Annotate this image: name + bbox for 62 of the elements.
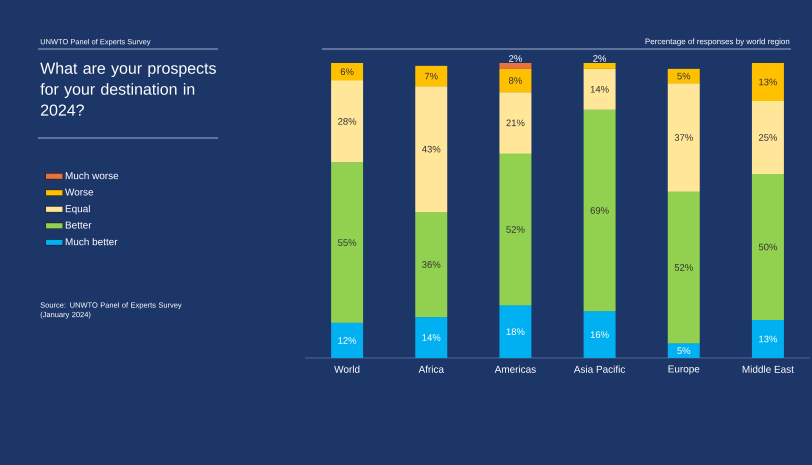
data-label: 12% [338, 337, 356, 344]
data-label: 21% [506, 120, 525, 126]
bar [584, 68, 616, 110]
bar [584, 62, 616, 69]
bar [499, 62, 532, 69]
bar [415, 212, 448, 318]
data-label: 8% [508, 77, 522, 84]
bar [668, 192, 700, 344]
data-label: 25% [758, 134, 778, 141]
bar [752, 100, 784, 174]
x-tick-label: Africa [418, 366, 444, 373]
data-label: 69% [590, 207, 609, 214]
data-label: 18% [506, 328, 525, 336]
bar [668, 83, 700, 192]
bar [752, 320, 784, 358]
bar [668, 343, 700, 358]
data-label: 2% [593, 55, 606, 62]
data-label: 37% [674, 134, 693, 141]
data-label: 43% [422, 146, 440, 152]
data-label: 36% [422, 261, 440, 268]
data-label: 52% [674, 264, 693, 271]
legend-label: Better [66, 222, 92, 229]
data-label: 50% [758, 244, 778, 250]
bar [415, 86, 448, 212]
x-tick-label: Middle East [742, 366, 794, 373]
x-tick-label: World [334, 366, 360, 373]
x-tick-label: Americas [494, 366, 536, 373]
bar [415, 66, 448, 86]
data-label: 14% [422, 334, 440, 341]
bar [331, 162, 364, 323]
bar [668, 68, 700, 84]
data-label: 13% [759, 336, 778, 342]
bar [584, 311, 616, 358]
bar [499, 68, 532, 92]
text: What are your prospects for your destination in 2024? [40, 62, 216, 116]
x-tick-label: Asia Pacific [574, 366, 626, 373]
data-label: 14% [590, 86, 609, 93]
bar [499, 305, 532, 358]
data-label: 52% [506, 226, 525, 233]
legend-label: Much worse [66, 172, 118, 180]
bar [752, 174, 784, 320]
legend-label: Equal [66, 204, 90, 214]
data-label: 28% [338, 118, 356, 125]
data-label: 7% [424, 72, 438, 80]
data-label: 5% [677, 347, 690, 354]
legend-label: Worse [65, 188, 94, 196]
data-label: 13% [759, 78, 778, 86]
data-label: 6% [340, 68, 354, 76]
legend-label: Much better [66, 238, 118, 246]
bar [331, 80, 364, 162]
bar [331, 62, 364, 81]
x-tick-label: Europe [668, 366, 700, 374]
bar [499, 154, 532, 306]
data-label: 5% [677, 72, 690, 80]
bar [584, 110, 616, 312]
bar [331, 322, 364, 358]
data-label: 2% [509, 55, 522, 62]
data-label: 55% [338, 239, 356, 246]
bar [752, 62, 784, 101]
bar [499, 92, 532, 154]
data-label: 16% [590, 331, 609, 338]
bar [415, 317, 448, 358]
